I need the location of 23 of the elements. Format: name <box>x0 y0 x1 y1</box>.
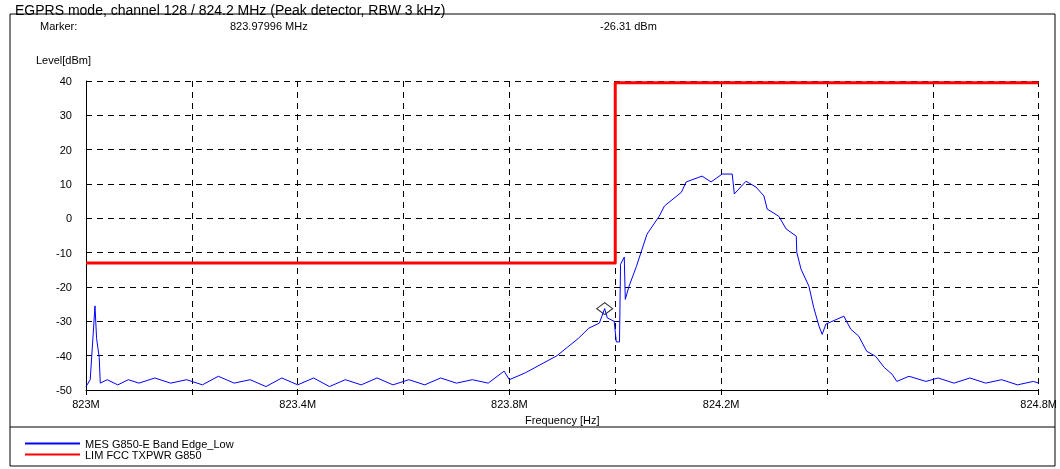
y-tick-label: 10 <box>59 178 72 190</box>
y-tick-label: 40 <box>59 75 72 87</box>
text: Marker: <box>40 19 78 32</box>
x-tick-label: 823M <box>72 397 100 410</box>
y-tick-label: -10 <box>56 246 72 259</box>
y-tick-label: -50 <box>56 384 72 396</box>
y-tick-label: -20 <box>56 281 72 293</box>
y-tick-label: -30 <box>56 315 72 328</box>
y-tick-label: 30 <box>59 109 72 122</box>
legend-label: LIM FCC TXPWR G850 <box>85 448 202 461</box>
chart-title: EGPRS mode, channel 128 / 824.2 MHz (Peak detector, RBW 3 kHz) <box>15 2 446 18</box>
y-tick-label: 0 <box>65 212 72 225</box>
x-tick-label: 824.8M <box>1020 397 1058 410</box>
x-tick-label: 823.4M <box>279 397 317 410</box>
legend-label: MES G850-E Band Edge_Low <box>85 437 234 450</box>
y-tick-label: -40 <box>56 349 72 362</box>
y-tick-label: 20 <box>59 143 72 156</box>
x-tick-label: 824.2M <box>702 397 740 410</box>
x-tick-label: 823.8M <box>491 397 528 410</box>
text: -26.31 dBm <box>600 19 657 32</box>
text: 823.97996 MHz <box>230 19 308 32</box>
y-axis-title: Level[dBm] <box>36 53 92 66</box>
x-axis-title: Frequency [Hz] <box>525 413 600 426</box>
